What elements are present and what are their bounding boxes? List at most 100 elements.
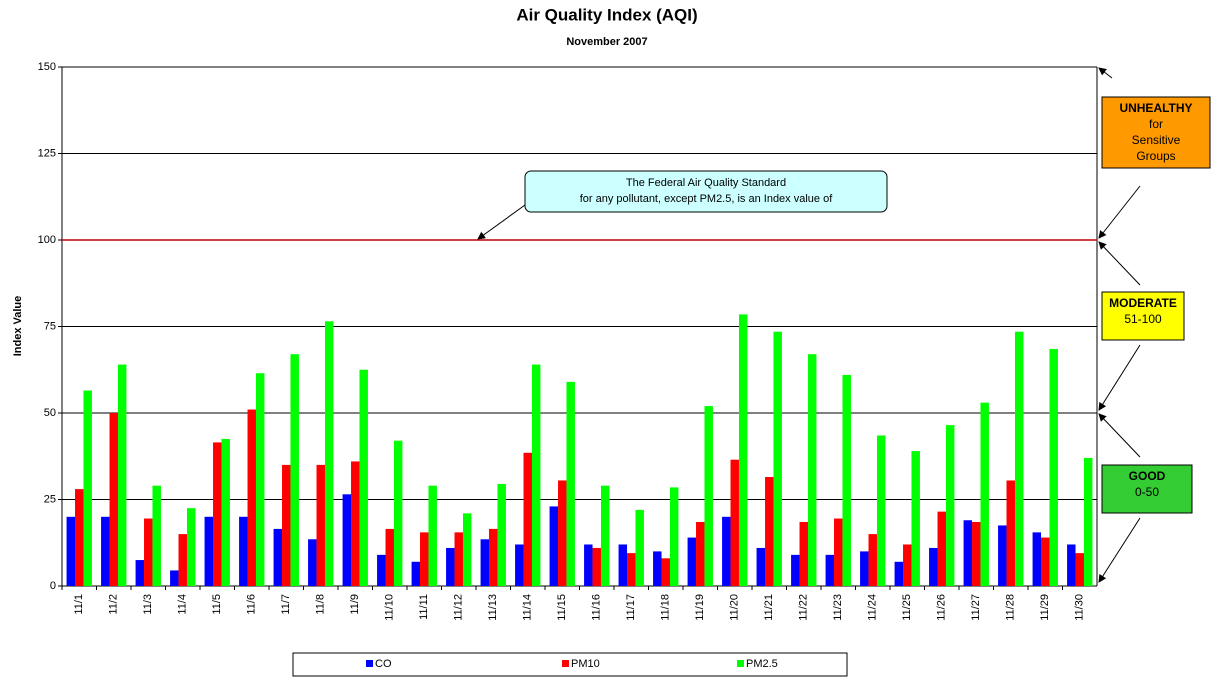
- y-tick-label: 0: [50, 580, 56, 592]
- bar: [1067, 544, 1076, 586]
- x-tick-label: 11/19: [694, 594, 706, 621]
- bar: [765, 477, 774, 586]
- bar: [894, 561, 904, 586]
- bar: [945, 425, 955, 586]
- bar: [558, 480, 567, 586]
- bar: [618, 544, 628, 586]
- x-tick-label: 11/4: [177, 594, 189, 615]
- x-tick-label: 11/24: [867, 594, 879, 621]
- bar: [756, 547, 766, 586]
- bar: [653, 551, 662, 586]
- bar: [911, 451, 920, 586]
- bar: [247, 409, 256, 586]
- y-tick-label: 100: [38, 234, 56, 246]
- bar: [592, 547, 601, 586]
- bar: [549, 506, 559, 586]
- bar: [101, 516, 110, 586]
- bar: [937, 511, 946, 586]
- bar: [773, 331, 782, 586]
- bar: [446, 547, 455, 586]
- x-tick-label: 11/27: [970, 594, 982, 621]
- bar: [497, 483, 506, 586]
- y-tick-label: 50: [44, 407, 56, 419]
- bar: [635, 509, 644, 586]
- bar: [738, 314, 748, 586]
- bar: [807, 354, 817, 586]
- zone-label: UNHEALTHY: [1119, 101, 1192, 115]
- zone-label: 51-100: [1124, 312, 1162, 326]
- x-tick-label: 11/14: [522, 594, 534, 621]
- bar: [117, 364, 127, 586]
- bar: [178, 534, 187, 586]
- bar: [255, 373, 265, 586]
- y-axis-label: Index Value: [12, 296, 24, 357]
- bar: [454, 532, 463, 586]
- bar: [324, 321, 334, 586]
- bar: [385, 528, 394, 586]
- bar: [351, 461, 360, 586]
- bar: [523, 452, 532, 586]
- zone-label: GOOD: [1129, 469, 1166, 483]
- bar: [1032, 532, 1042, 586]
- x-tick-label: 11/20: [729, 594, 741, 621]
- x-tick-label: 11/13: [487, 594, 499, 621]
- x-tick-label: 11/18: [660, 594, 672, 621]
- zone-text: MODERATE 51-100: [1109, 296, 1177, 326]
- bar: [531, 364, 541, 586]
- bar: [972, 521, 981, 586]
- bar: [998, 525, 1007, 586]
- bar: [1006, 480, 1015, 586]
- bar: [1014, 331, 1024, 586]
- bar: [980, 402, 989, 586]
- bar: [834, 518, 843, 586]
- x-tick-label: 11/29: [1039, 594, 1051, 621]
- bar: [273, 528, 283, 586]
- x-tick-label: 11/30: [1074, 594, 1086, 621]
- bar: [428, 485, 437, 586]
- bar: [221, 438, 230, 586]
- bar: [489, 528, 498, 586]
- legend-swatch: [562, 660, 569, 667]
- legend-label: CO: [375, 658, 392, 670]
- bar: [876, 435, 886, 586]
- y-tick-label: 75: [44, 320, 56, 332]
- bar: [377, 554, 386, 586]
- bar: [411, 561, 421, 586]
- x-tick-label: 11/9: [349, 594, 361, 615]
- bar: [963, 520, 973, 586]
- bar: [566, 381, 575, 586]
- bar: [661, 558, 670, 586]
- bar: [669, 487, 679, 586]
- x-tick-label: 11/15: [556, 594, 568, 621]
- zone-label: Groups: [1136, 149, 1175, 163]
- y-tick-label: 25: [44, 493, 56, 505]
- bar: [83, 390, 92, 586]
- x-tick-label: 11/28: [1005, 594, 1017, 621]
- legend: [292, 652, 848, 677]
- x-tick-label: 11/22: [798, 594, 810, 621]
- bar: [1083, 457, 1093, 586]
- bar: [584, 544, 593, 586]
- bar: [868, 534, 877, 586]
- bar: [170, 570, 179, 586]
- x-tick-label: 11/21: [763, 594, 775, 621]
- bar: [186, 508, 196, 586]
- y-tick-label: 150: [38, 61, 56, 73]
- zone-box: [1101, 464, 1193, 514]
- bar: [799, 521, 808, 586]
- bar: [1041, 537, 1050, 586]
- bar: [420, 532, 429, 586]
- bar: [903, 544, 912, 586]
- chart-subtitle: November 2007: [566, 36, 647, 48]
- callout-text: The Federal Air Quality Standard: [626, 177, 786, 189]
- zone-label: 0-50: [1135, 485, 1159, 499]
- zone-text: GOOD 0-50: [1129, 469, 1166, 499]
- bar: [144, 518, 153, 586]
- bar: [316, 464, 325, 586]
- bar: [480, 539, 490, 586]
- x-tick-label: 11/5: [211, 594, 223, 615]
- bar: [290, 354, 299, 586]
- bar: [860, 551, 869, 586]
- legend-swatch: [366, 660, 373, 667]
